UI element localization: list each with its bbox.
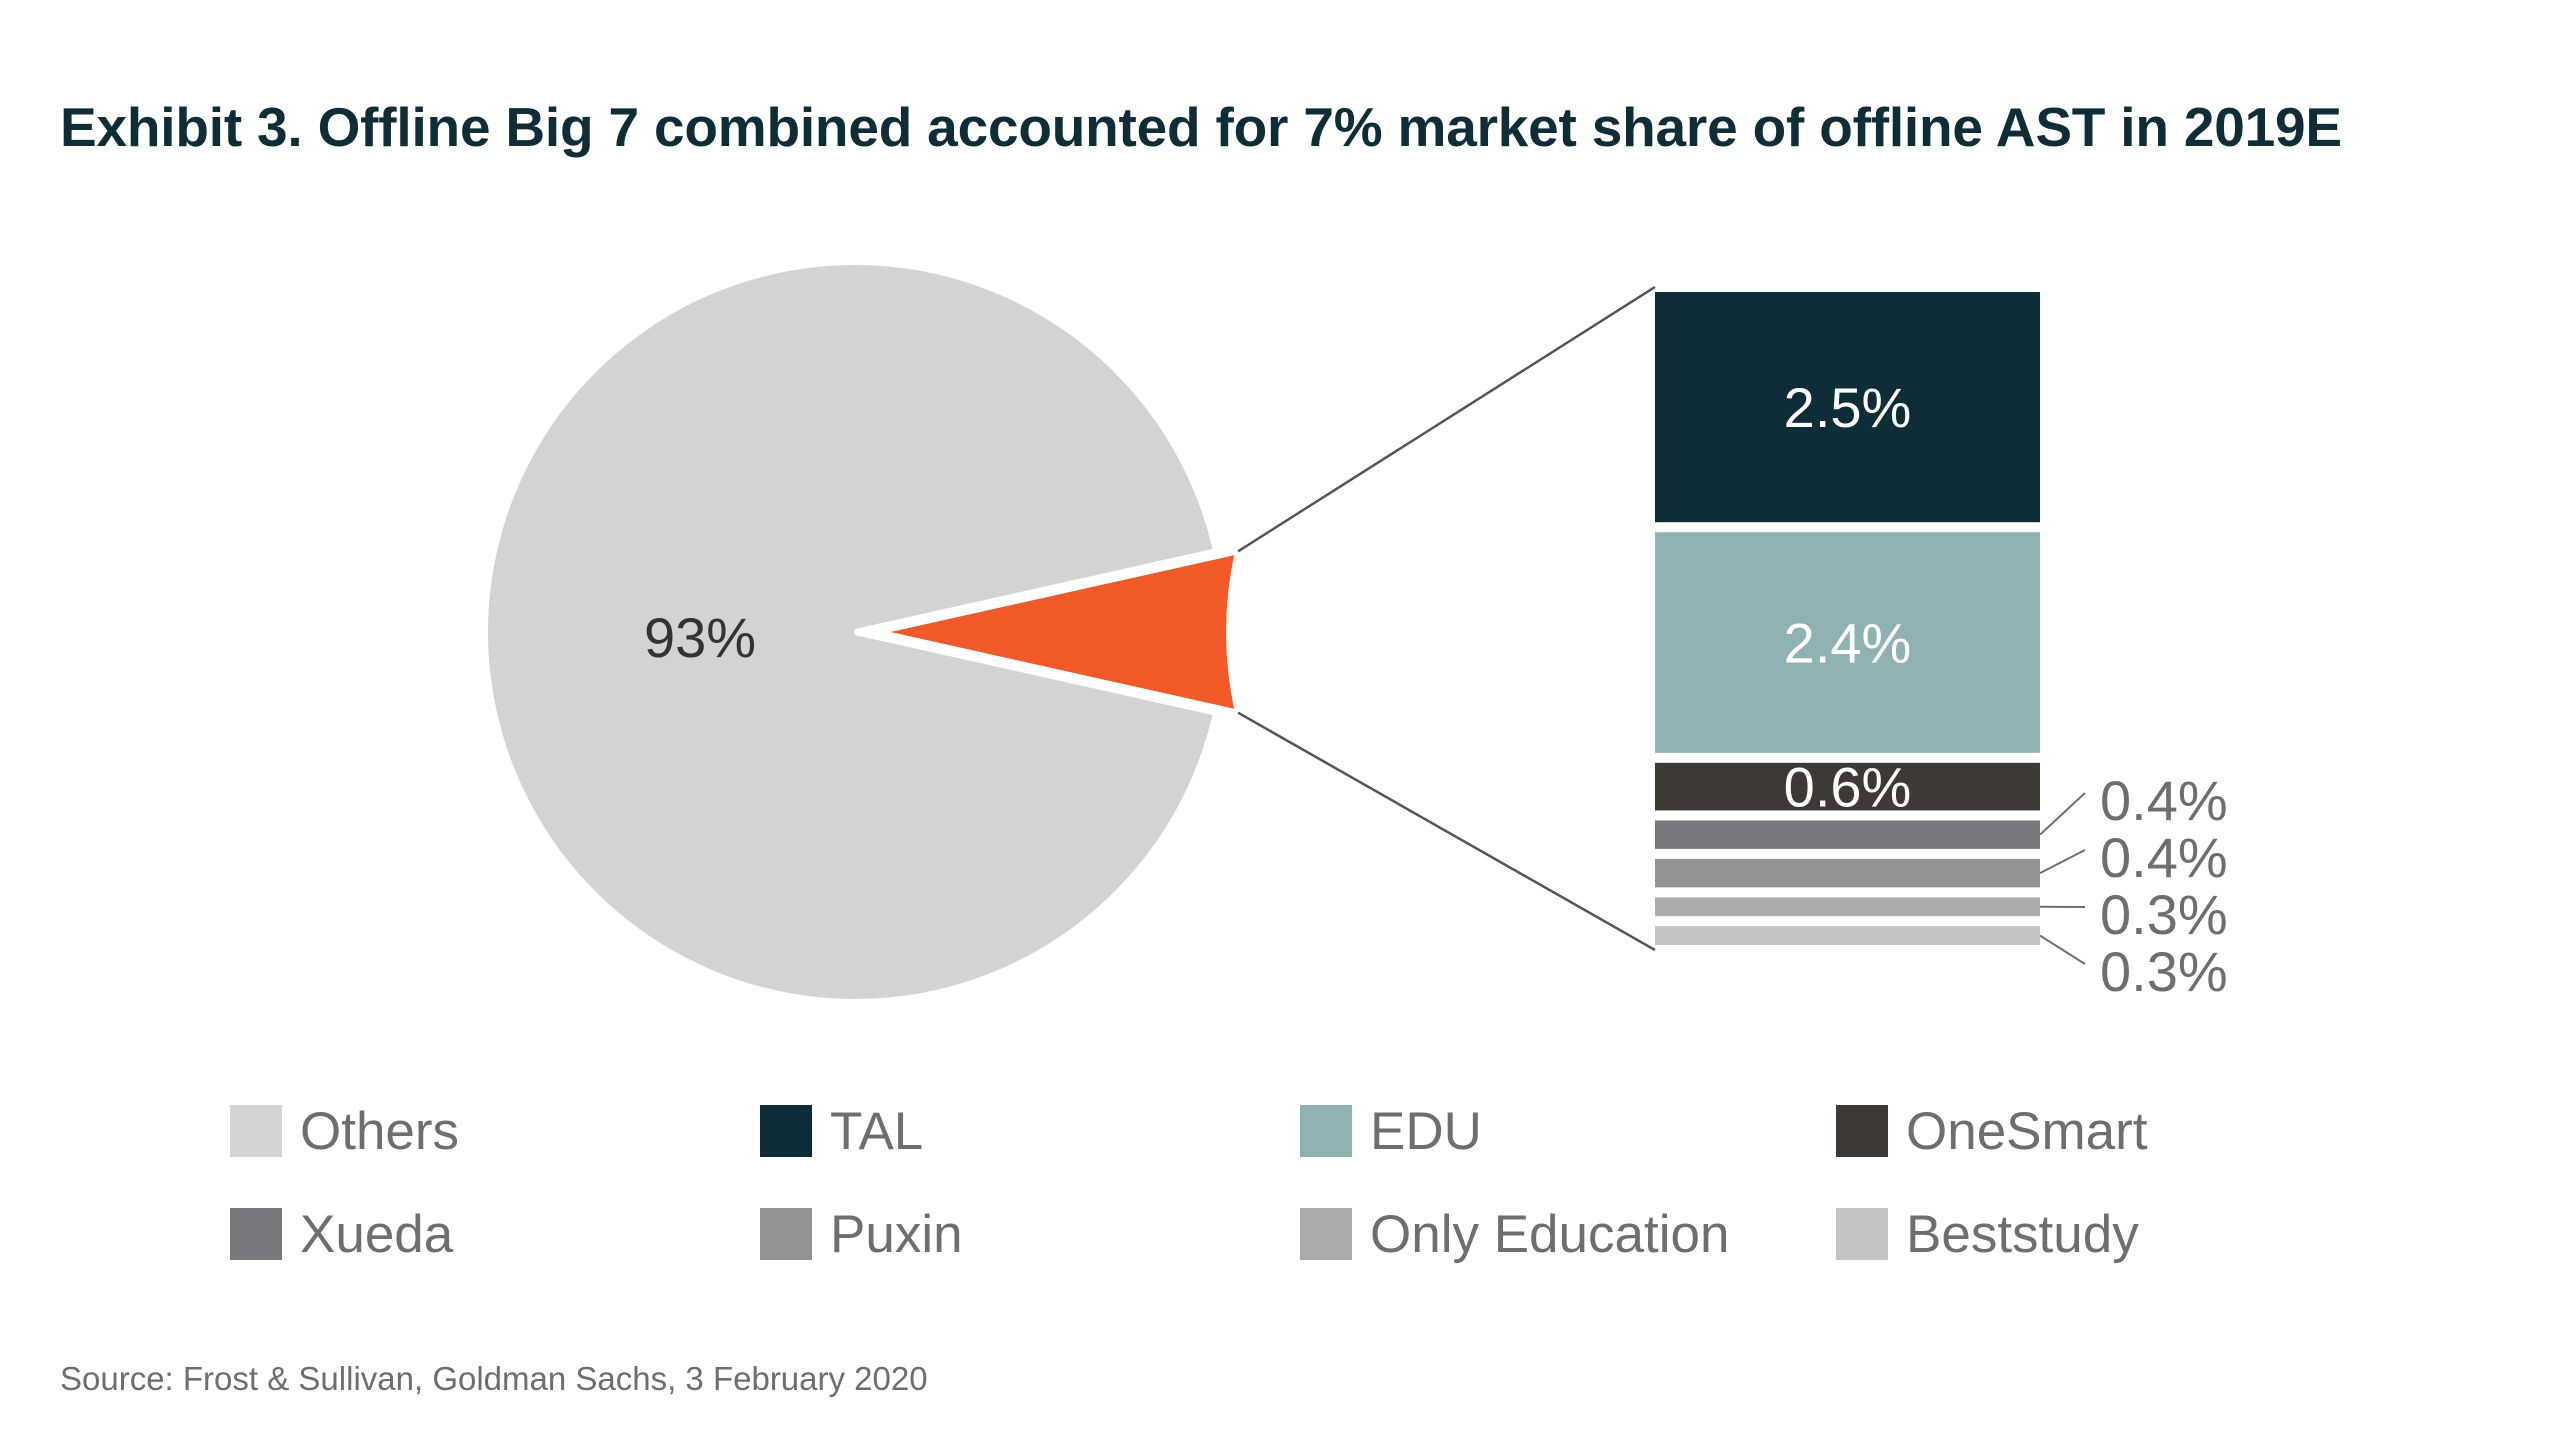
bar-label: 0.6% <box>1784 756 1912 819</box>
legend-swatch <box>230 1105 282 1157</box>
legend-item-puxin: Puxin <box>760 1204 963 1264</box>
bar-label: 2.5% <box>1784 376 1912 439</box>
source-note: Source: Frost & Sullivan, Goldman Sachs,… <box>60 1360 928 1397</box>
connector-line-top <box>1237 285 1656 553</box>
bar-segment-beststudy <box>1655 926 2040 945</box>
bar-label: 0.4% <box>2100 769 2228 832</box>
pie-label-others: 93% <box>644 606 756 669</box>
legend-label: OneSmart <box>1906 1101 2148 1161</box>
bar-segment-edu <box>1655 532 2040 753</box>
chart-title: Exhibit 3. Offline Big 7 combined accoun… <box>60 96 2342 158</box>
legend-item-edu: EDU <box>1300 1101 1482 1161</box>
leader-line <box>2039 934 2086 965</box>
legend-swatch <box>1836 1208 1888 1260</box>
bar-label: 2.4% <box>1784 612 1912 675</box>
legend-label: EDU <box>1370 1101 1482 1161</box>
legend-label: TAL <box>830 1101 924 1161</box>
leader-line <box>2039 849 2086 875</box>
legend-swatch <box>230 1208 282 1260</box>
legend-item-onesmart: OneSmart <box>1836 1101 2148 1161</box>
legend-label: Others <box>300 1101 460 1161</box>
legend-item-beststudy: Beststudy <box>1836 1204 2139 1264</box>
bar-label: 0.3% <box>2100 883 2228 946</box>
legend-item-only-education: Only Education <box>1300 1204 1730 1264</box>
pie-slice-big7 <box>876 547 1243 717</box>
legend-swatch <box>1300 1208 1352 1260</box>
legend-label: Puxin <box>830 1204 963 1264</box>
bar-segment-tal <box>1655 292 2040 523</box>
legend-swatch <box>1300 1105 1352 1157</box>
legend-swatch <box>1836 1105 1888 1157</box>
legend-label: Xueda <box>300 1204 454 1264</box>
legend-swatch <box>760 1105 812 1157</box>
pie-slice-others <box>482 259 1220 1005</box>
leader-line <box>2039 792 2086 836</box>
legend-item-others: Others <box>230 1101 460 1161</box>
legend-swatch <box>760 1208 812 1260</box>
connector-line-bottom <box>1237 711 1656 952</box>
legend-item-xueda: Xueda <box>230 1204 454 1264</box>
legend-label: Only Education <box>1370 1204 1730 1264</box>
bar-segment-only-education <box>1655 897 2040 917</box>
legend-label: Beststudy <box>1906 1204 2139 1264</box>
bar-label: 0.3% <box>2100 940 2228 1003</box>
bar-segment-xueda <box>1655 820 2040 849</box>
bar-segment-puxin <box>1655 858 2040 888</box>
bar-label: 0.4% <box>2100 826 2228 889</box>
bar-segment-onesmart <box>1655 762 2040 811</box>
legend-item-tal: TAL <box>760 1101 924 1161</box>
